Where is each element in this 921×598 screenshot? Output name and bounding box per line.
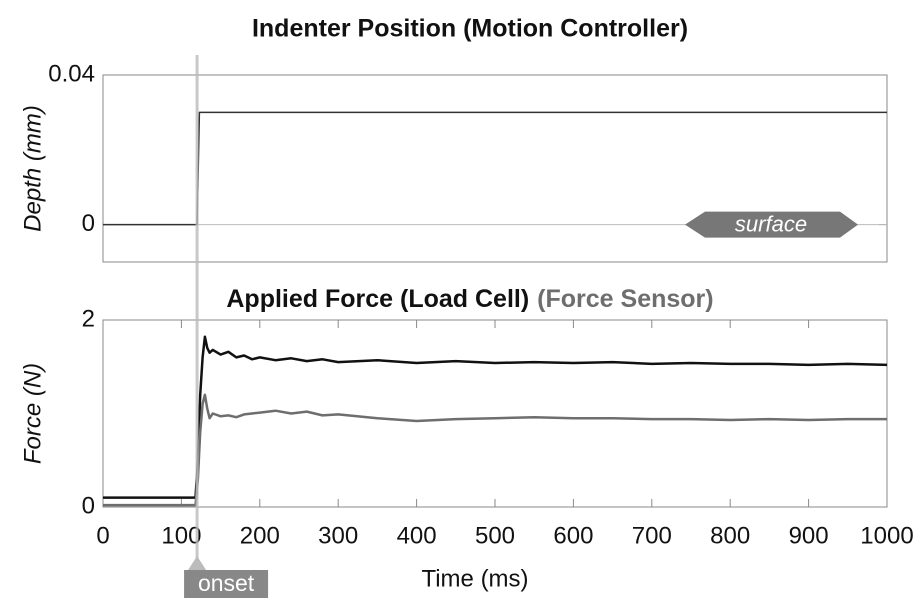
data-line [103, 393, 887, 507]
plot-frame [102, 74, 888, 263]
y-axis-label: Force (N) [19, 363, 46, 464]
x-tick-label: 400 [397, 522, 437, 549]
x-tick-label: 0 [96, 522, 109, 549]
legend-entry: (Force Sensor) [537, 285, 713, 313]
data-line [103, 111, 887, 226]
x-tick-label: 1000 [860, 522, 913, 549]
plot-frame [102, 319, 888, 508]
y-tick-label: 0 [82, 492, 95, 519]
y-axis-label: Depth (mm) [19, 105, 46, 232]
x-tick-label: 100 [161, 522, 201, 549]
x-tick-label: 200 [240, 522, 280, 549]
annotation: surface [735, 211, 807, 236]
x-tick-label: 700 [632, 522, 672, 549]
data-line [103, 335, 888, 499]
onset-box [184, 570, 269, 598]
y-tick-label: 0 [82, 210, 95, 237]
surface-arrow [685, 211, 858, 238]
legend-entry: Applied Force (Load Cell) [226, 285, 529, 313]
x-tick-label: 800 [710, 522, 750, 549]
x-tick-label: 500 [475, 522, 515, 549]
x-tick-label: 600 [553, 522, 593, 549]
chart-title: Indenter Position (Motion Controller) [252, 15, 688, 43]
annotation: onset [198, 570, 255, 596]
x-tick-label: 900 [789, 522, 829, 549]
y-tick-label: 0.04 [48, 60, 95, 87]
x-axis-label: Time (ms) [421, 565, 528, 592]
x-tick-label: 300 [318, 522, 358, 549]
onset-pointer [188, 556, 207, 570]
y-tick-label: 2 [82, 305, 95, 332]
legend: Applied Force (Load Cell) (Force Sensor) [226, 285, 713, 313]
